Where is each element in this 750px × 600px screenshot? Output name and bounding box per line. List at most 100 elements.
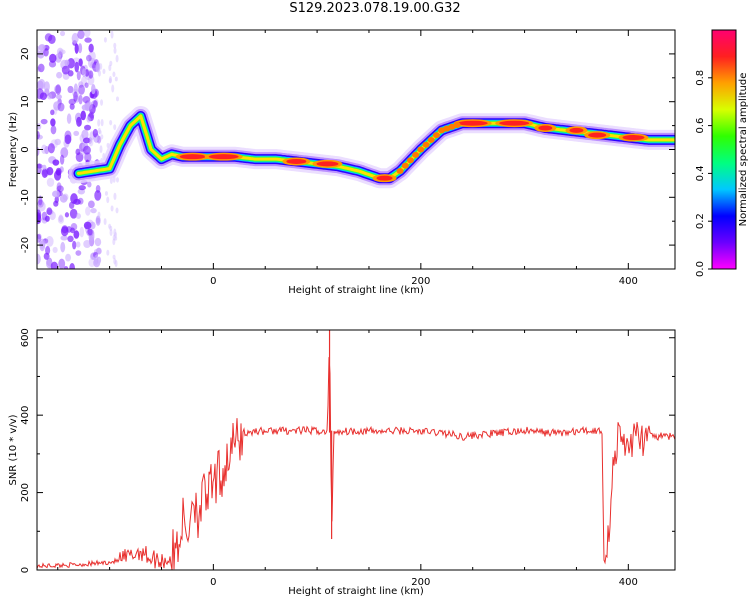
noise-speckle [75, 213, 82, 219]
page-title: S129.2023.078.19.00.G32 [289, 1, 461, 16]
noise-speckle [82, 137, 91, 144]
noise-speckle [64, 134, 72, 145]
noise-speckle [37, 234, 42, 243]
noise-speckle [84, 152, 92, 163]
colorbar-label: Normalized spectral amplitude [738, 73, 749, 227]
top-y-tick-label: 10 [20, 95, 31, 108]
noise-speckle [86, 54, 92, 62]
ridge-hotspot [286, 158, 307, 164]
noise-speckle [97, 256, 101, 265]
noise-speckle [53, 200, 59, 207]
noise-speckle [78, 81, 84, 88]
ridge-hotspot [179, 154, 206, 160]
snr-line [37, 357, 675, 570]
noise-speckle [52, 190, 60, 198]
noise-speckle [88, 43, 94, 53]
noise-speckle [60, 235, 68, 241]
noise-speckle [99, 145, 103, 154]
noise-speckle [50, 109, 55, 116]
noise-speckle [74, 61, 80, 73]
noise-speckle [45, 245, 51, 255]
noise-speckle [44, 145, 50, 155]
noise-speckle [60, 226, 69, 237]
noise-speckle [70, 227, 75, 234]
noise-speckle [43, 252, 50, 260]
noise-speckle [78, 43, 83, 54]
colorbar-tick-label: 0.6 [695, 118, 706, 134]
noise-speckle [68, 98, 76, 105]
noise-speckle [60, 241, 66, 253]
noise-speckle [83, 145, 91, 155]
noise-speckle [75, 250, 82, 256]
noise-speckle [78, 84, 85, 95]
noise-speckle [52, 159, 60, 166]
noise-speckle [67, 70, 74, 77]
top-y-tick-label: -10 [20, 189, 31, 205]
noise-speckle [86, 116, 91, 123]
ridge-hotspot [538, 125, 553, 131]
noise-speckle [39, 92, 48, 100]
noise-speckle [54, 138, 61, 146]
noise-speckle [89, 221, 96, 230]
noise-speckle [39, 240, 46, 252]
noise-speckle [37, 163, 43, 169]
ridge-hotspot [208, 154, 239, 160]
noise-speckle [53, 101, 61, 111]
noise-speckle [41, 144, 47, 154]
noise-speckle [85, 101, 93, 110]
noise-speckle [104, 191, 108, 196]
colorbar-fill [712, 30, 736, 269]
noise-speckle [94, 237, 102, 247]
noise-speckle [73, 230, 80, 239]
ridge-dot [406, 157, 414, 164]
noise-speckle [110, 205, 114, 212]
noise-speckle [93, 254, 99, 265]
noise-speckle [37, 214, 42, 225]
noise-speckle [115, 54, 119, 63]
bottom-y-tick-label: 400 [20, 406, 31, 425]
noise-speckle [77, 30, 85, 40]
snr-layer [37, 330, 675, 570]
noise-speckle [106, 196, 110, 204]
ridge-dot [401, 162, 409, 169]
noise-speckle [58, 258, 66, 269]
noise-speckle [56, 71, 63, 79]
noise-speckle [113, 47, 117, 54]
noise-speckle [50, 125, 57, 135]
noise-speckle [103, 37, 107, 43]
noise-speckle [45, 235, 54, 247]
noise-speckle [110, 30, 114, 39]
ridge-dot [412, 151, 420, 158]
noise-speckle [72, 240, 77, 250]
noise-speckle [91, 84, 96, 95]
noise-speckle [88, 233, 95, 241]
noise-speckle [94, 190, 102, 201]
ridge-dot [422, 141, 430, 148]
bottom-y-axis-label: SNR (10 * v/v) [8, 414, 19, 485]
noise-speckle [81, 68, 87, 78]
noise-speckle [78, 185, 86, 191]
noise-speckle [114, 259, 118, 268]
noise-speckle [80, 76, 87, 87]
noise-speckle [55, 84, 62, 95]
noise-speckle [78, 94, 83, 105]
noise-speckle [102, 68, 106, 75]
top-x-tick-label: 0 [210, 276, 216, 287]
noise-speckle [79, 226, 85, 238]
noise-speckle [87, 228, 93, 236]
noise-speckle [115, 177, 119, 183]
colorbar-frame [711, 29, 737, 270]
noise-speckle [97, 119, 101, 127]
top-y-axis-label: Frequency (Hz) [8, 112, 19, 188]
noise-speckle [99, 63, 103, 70]
noise-speckle [109, 229, 113, 237]
noise-speckle [76, 116, 82, 127]
noise-speckle [83, 239, 91, 248]
noise-speckle [74, 43, 79, 54]
noise-speckle [111, 84, 115, 93]
noise-speckle [88, 137, 94, 147]
top-x-tick-label: 200 [411, 276, 430, 287]
bottom-y-tick-label: 600 [20, 328, 31, 347]
noise-speckle [100, 118, 104, 127]
noise-speckle [108, 64, 112, 72]
